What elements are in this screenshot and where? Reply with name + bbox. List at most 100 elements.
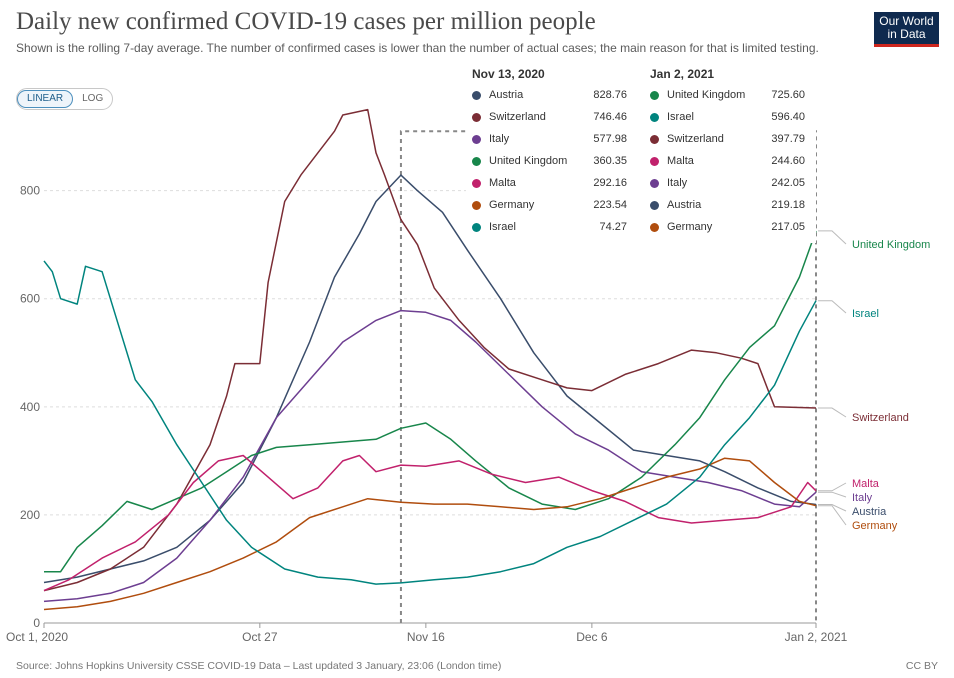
legend-dot-icon: [472, 112, 481, 122]
tooltip-series-value: 244.60: [771, 155, 805, 167]
tooltip-series-value: 242.05: [771, 177, 805, 189]
tooltip-series-name: Austria: [667, 199, 702, 211]
end-label-connector: [818, 407, 847, 418]
legend-dot-icon: [650, 112, 659, 122]
end-label-switzerland: Switzerland: [852, 412, 909, 424]
y-tick-label: 400: [20, 400, 40, 414]
tooltip-row: Germany 223.54: [472, 194, 627, 216]
tooltip-series-value: 74.27: [599, 221, 627, 233]
legend-dot-icon: [650, 134, 659, 144]
tooltip-series-value: 725.60: [771, 89, 805, 101]
tooltip-series-name: Germany: [489, 199, 535, 211]
tooltip-series-name: Germany: [667, 221, 713, 233]
tooltip-series-name: United Kingdom: [489, 155, 568, 167]
end-label-connector: [818, 491, 847, 498]
linear-scale-button[interactable]: LINEAR: [17, 90, 74, 108]
legend-dot-icon: [472, 222, 481, 232]
series-line-italy: [43, 309, 817, 603]
end-label-israel: Israel: [852, 308, 879, 320]
tooltip-row: Germany 217.05: [650, 216, 805, 238]
tooltip-series-value: 292.16: [593, 177, 627, 189]
tooltip-row: Switzerland 397.79: [650, 128, 805, 150]
end-label-italy: Italy: [852, 492, 873, 504]
x-tick-label: Oct 27: [242, 630, 278, 644]
end-label-connector: [818, 230, 847, 245]
chart-subtitle: Shown is the rolling 7-day average. The …: [16, 41, 819, 55]
scale-toggle: LINEAR LOG: [16, 88, 114, 110]
series-line-austria: [43, 174, 817, 584]
series-line-germany: [43, 457, 817, 611]
tooltip-series-name: Italy: [489, 133, 510, 145]
tooltip-series-value: 360.35: [593, 155, 627, 167]
end-label-connector: [818, 505, 847, 526]
tooltip-series-name: United Kingdom: [667, 89, 746, 101]
tooltip-row: Austria 828.76: [472, 84, 627, 106]
owid-logo[interactable]: Our World in Data: [874, 12, 939, 47]
end-label-austria: Austria: [852, 506, 887, 518]
x-tick-label: Oct 1, 2020: [6, 630, 68, 644]
tooltip-row: United Kingdom 360.35: [472, 150, 627, 172]
source-note: Source: Johns Hopkins University CSSE CO…: [16, 660, 502, 672]
series-line-switzerland: [43, 108, 817, 592]
tooltip-series-name: Israel: [667, 111, 694, 123]
end-label-connector: [818, 300, 847, 314]
legend-dot-icon: [650, 90, 659, 100]
tooltip-series-value: 577.98: [593, 133, 627, 145]
legend-dot-icon: [650, 200, 659, 210]
x-tick-label: Nov 16: [407, 630, 445, 644]
tooltip-row: Switzerland 746.46: [472, 106, 627, 128]
legend-dot-icon: [472, 200, 481, 210]
log-scale-button[interactable]: LOG: [82, 93, 104, 104]
legend-dot-icon: [472, 156, 481, 166]
end-label-malta: Malta: [852, 478, 880, 490]
tooltip-row: United Kingdom 725.60: [650, 84, 805, 106]
end-label-connector: [818, 504, 847, 512]
tooltip-row: Malta 292.16: [472, 172, 627, 194]
tooltip-series-value: 219.18: [771, 199, 805, 211]
legend-dot-icon: [650, 156, 659, 166]
tooltip-series-value: 397.79: [771, 133, 805, 145]
end-label-germany: Germany: [852, 520, 898, 532]
tooltip-series-name: Austria: [489, 89, 524, 101]
x-tick-label: Jan 2, 2021: [785, 630, 848, 644]
logo-line1: Our World: [879, 14, 934, 28]
legend-dot-icon: [650, 178, 659, 188]
tooltip-series-value: 828.76: [593, 89, 627, 101]
y-tick-label: 200: [20, 508, 40, 522]
tooltip-series-value: 596.40: [771, 111, 805, 123]
legend-dot-icon: [472, 90, 481, 100]
tooltip-row: Italy 577.98: [472, 128, 627, 150]
logo-line2: in Data: [887, 27, 926, 41]
tooltip-series-value: 217.05: [771, 221, 805, 233]
legend-dot-icon: [650, 222, 659, 232]
tooltip-series-name: Switzerland: [489, 111, 546, 123]
tooltip-series-name: Switzerland: [667, 133, 724, 145]
chart-title: Daily new confirmed COVID-19 cases per m…: [16, 8, 596, 35]
end-label-united-kingdom: United Kingdom: [852, 239, 930, 251]
y-tick-label: 0: [33, 616, 40, 630]
tooltip-series-value: 746.46: [593, 111, 627, 123]
legend-dot-icon: [472, 134, 481, 144]
end-label-connector: [818, 482, 847, 492]
tooltip-row: Israel 596.40: [650, 106, 805, 128]
tooltip-series-name: Israel: [489, 221, 516, 233]
tooltip-date-left: Nov 13, 2020: [472, 67, 545, 81]
y-tick-label: 800: [20, 184, 40, 198]
tooltip-series-value: 223.54: [593, 199, 627, 211]
series-line-israel: [43, 260, 817, 585]
y-tick-label: 600: [20, 292, 40, 306]
tooltip-row: Austria 219.18: [650, 194, 805, 216]
series-line-united-kingdom: [44, 230, 817, 573]
tooltip-date-right: Jan 2, 2021: [650, 67, 715, 81]
tooltip-row: Italy 242.05: [650, 172, 805, 194]
legend-dot-icon: [472, 178, 481, 188]
series-line-malta: [43, 454, 817, 592]
tooltip-row: Israel 74.27: [472, 216, 627, 238]
tooltip-series-name: Italy: [667, 177, 688, 189]
hover-tooltip: Nov 13, 2020 Austria 828.76 Switzerland 746.…: [466, 61, 816, 243]
license-label[interactable]: CC BY: [905, 660, 938, 672]
tooltip-series-name: Malta: [489, 177, 516, 189]
tooltip-series-name: Malta: [667, 155, 694, 167]
tooltip-row: Malta 244.60: [650, 150, 805, 172]
